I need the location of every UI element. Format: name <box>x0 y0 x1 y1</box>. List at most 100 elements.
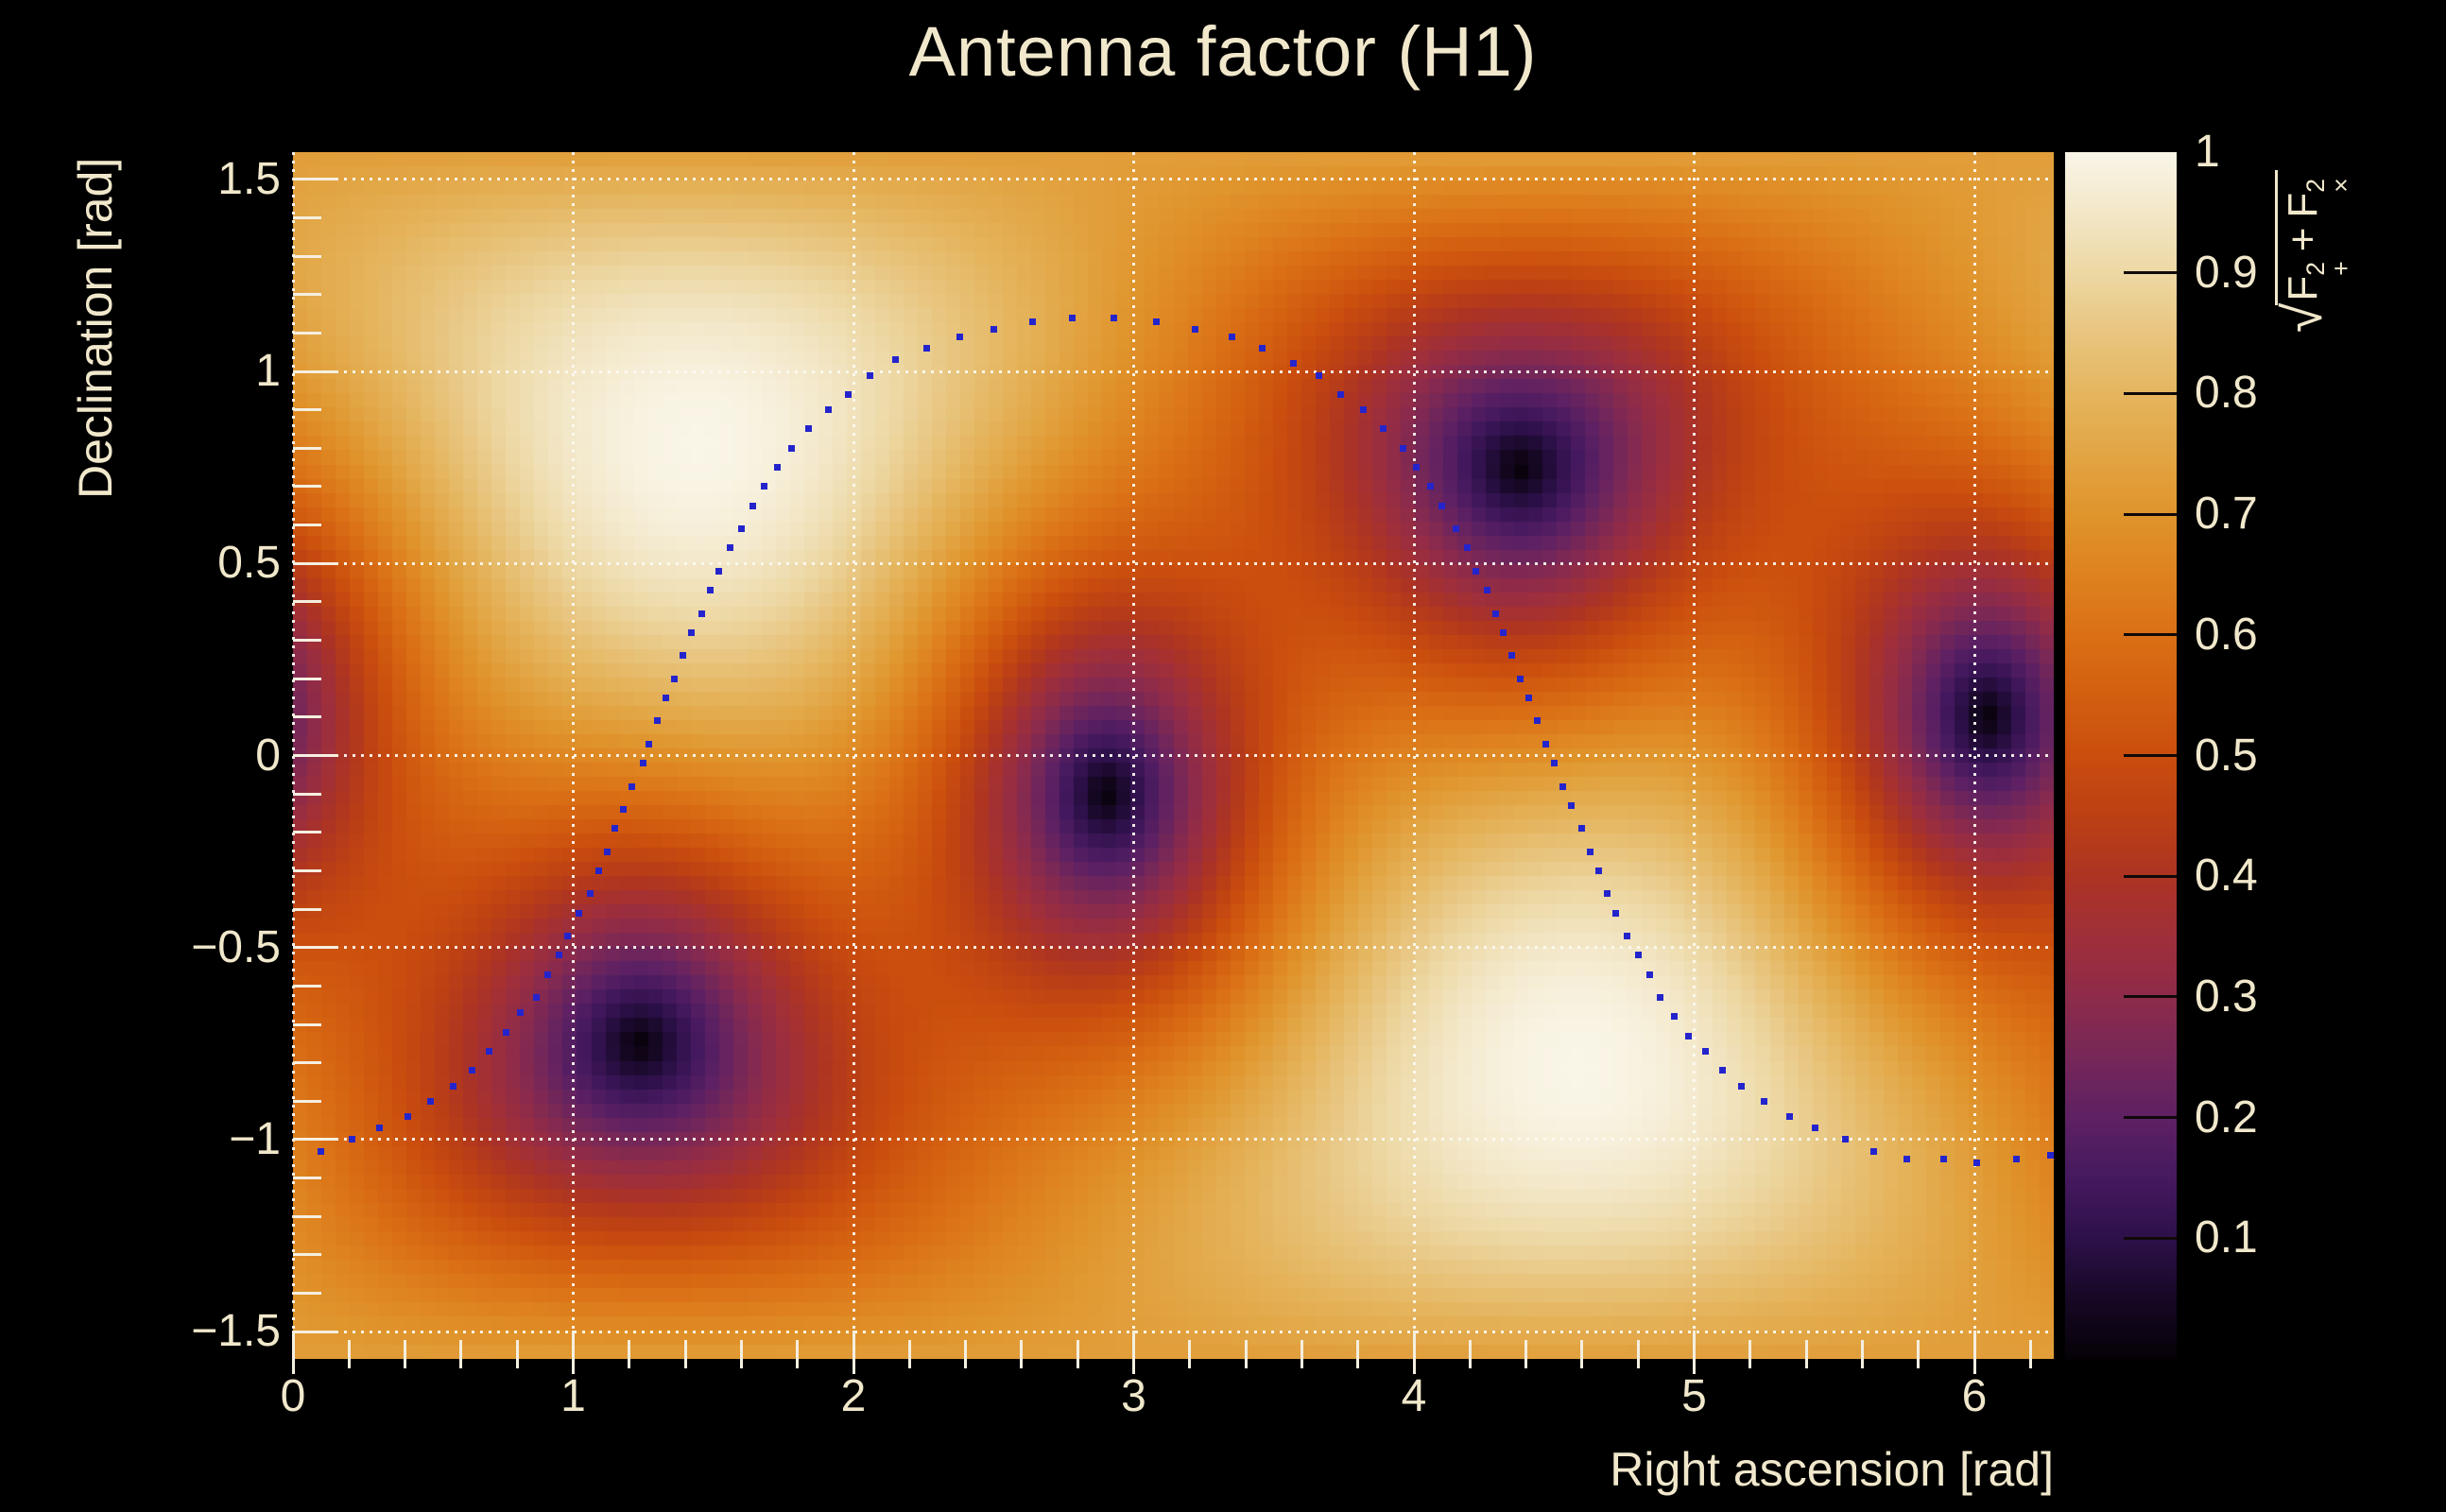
x-axis-title: Right ascension [rad] <box>1610 1443 2054 1496</box>
y-minor-tick <box>293 715 321 719</box>
track-dot <box>1634 952 1642 959</box>
y-minor-tick <box>293 984 321 988</box>
x-major-tick-2 <box>852 1331 855 1374</box>
track-dot <box>564 933 572 940</box>
track-dot <box>2013 1155 2020 1162</box>
track-dot <box>922 345 930 352</box>
y-minor-tick <box>293 215 321 219</box>
track-dot <box>707 587 715 594</box>
y-major-tick-1 <box>293 369 338 373</box>
y-major-tick-−1 <box>293 1138 338 1142</box>
gridline-dec-1 <box>293 369 2054 373</box>
track-dot <box>698 610 706 617</box>
y-minor-tick <box>293 600 321 604</box>
y-minor-tick <box>293 293 321 297</box>
track-dot <box>737 525 745 533</box>
track-dot <box>1612 909 1619 917</box>
colorbar-label-0.1: 0.1 <box>2195 1212 2258 1263</box>
x-minor-tick <box>1188 1340 1192 1368</box>
y-major-tick-−1.5 <box>293 1330 338 1333</box>
track-dot <box>1811 1125 1818 1132</box>
colorbar-title: √ F 2 + + F 2 × <box>2272 170 2355 333</box>
x-minor-tick <box>683 1340 687 1368</box>
track-dot <box>1152 318 1160 325</box>
track-dot <box>1587 848 1594 855</box>
track-dot <box>426 1097 434 1105</box>
track-dot <box>1399 444 1406 452</box>
gridline-dec-0.5 <box>293 561 2054 565</box>
track-dot <box>1192 325 1199 333</box>
track-dot <box>1111 314 1118 321</box>
track-dot <box>486 1047 493 1055</box>
track-dot <box>1463 544 1471 552</box>
x-minor-tick <box>1020 1340 1024 1368</box>
x-major-tick-3 <box>1132 1331 1136 1374</box>
track-dot <box>715 567 723 575</box>
track-dot <box>1595 867 1603 874</box>
track-dot <box>990 325 997 333</box>
track-dot <box>1842 1136 1850 1143</box>
track-dot <box>1290 360 1298 368</box>
track-dot <box>1068 314 1076 321</box>
track-dot <box>662 695 669 702</box>
track-dot <box>1738 1082 1746 1090</box>
gridline-ra-6 <box>1972 152 1976 1359</box>
track-dot <box>603 848 611 855</box>
y-minor-tick <box>293 331 321 335</box>
track-dot <box>449 1082 456 1090</box>
gridline-ra-4 <box>1412 152 1416 1359</box>
colorbar-tick-0.2 <box>2124 1116 2177 1120</box>
y-major-tick-1.5 <box>293 178 338 181</box>
gridline-ra-2 <box>852 152 855 1359</box>
track-dot <box>502 1028 509 1036</box>
colorbar-label-1: 1 <box>2195 127 2220 177</box>
track-dot <box>1491 610 1499 617</box>
x-minor-tick <box>1356 1340 1360 1368</box>
track-dot <box>1550 760 1558 767</box>
track-dot <box>376 1125 384 1132</box>
colorbar-tick-0.6 <box>2124 633 2177 637</box>
colorbar-label-0.2: 0.2 <box>2195 1091 2258 1143</box>
x-major-tick-5 <box>1693 1331 1697 1374</box>
y-tick-label-0.5: 0.5 <box>217 538 281 589</box>
colorbar-label-0.6: 0.6 <box>2195 609 2258 660</box>
x-minor-tick <box>739 1340 743 1368</box>
x-minor-tick <box>628 1340 631 1368</box>
track-dot <box>556 952 563 959</box>
track-dot <box>760 483 767 490</box>
gridline-ra-3 <box>1132 152 1136 1359</box>
colorbar-label-0.9: 0.9 <box>2195 247 2258 298</box>
track-dot <box>2046 1151 2054 1159</box>
y-minor-tick <box>293 831 321 834</box>
y-major-tick-0.5 <box>293 561 338 565</box>
track-dot <box>1413 464 1421 472</box>
track-dot <box>774 464 782 472</box>
y-minor-tick <box>293 1022 321 1026</box>
x-minor-tick <box>2028 1340 2032 1368</box>
track-dot <box>640 760 647 767</box>
colorbar-tick-0.1 <box>2124 1236 2177 1240</box>
x-minor-tick <box>1580 1340 1584 1368</box>
x-tick-label-0: 0 <box>280 1371 306 1421</box>
track-dot <box>1315 371 1322 379</box>
track-dot <box>1533 717 1541 725</box>
x-major-tick-0 <box>291 1331 295 1374</box>
track-dot <box>891 356 899 364</box>
x-major-tick-4 <box>1412 1331 1416 1374</box>
gridline-dec-−1 <box>293 1138 2054 1142</box>
x-minor-tick <box>1917 1340 1921 1368</box>
track-dot <box>805 425 813 433</box>
colorbar-label-0.3: 0.3 <box>2195 971 2258 1022</box>
y-major-tick-−0.5 <box>293 946 338 950</box>
track-dot <box>405 1113 412 1121</box>
y-minor-tick <box>293 408 321 412</box>
track-dot <box>1483 587 1490 594</box>
track-dot <box>1337 390 1345 398</box>
x-minor-tick <box>1076 1340 1079 1368</box>
x-minor-tick <box>404 1340 407 1368</box>
y-tick-label-−0.5: −0.5 <box>191 921 281 972</box>
track-dot <box>1517 675 1524 682</box>
track-dot <box>956 333 964 340</box>
x-minor-tick <box>1804 1340 1808 1368</box>
